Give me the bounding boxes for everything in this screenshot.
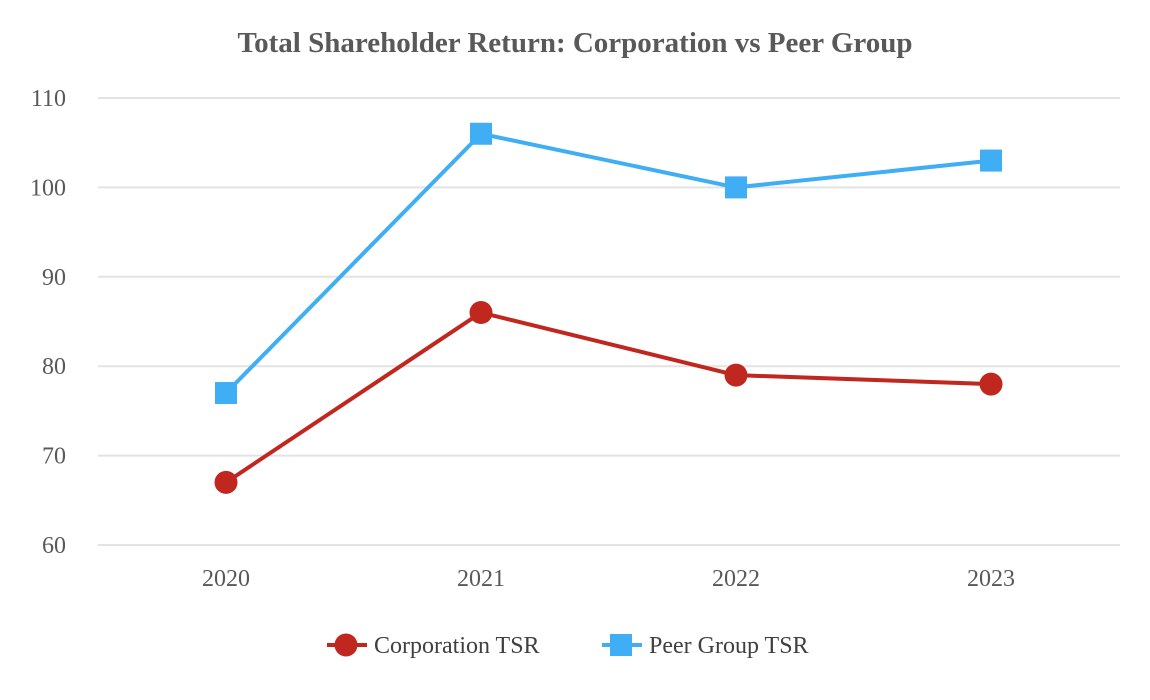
- legend: Corporation TSR Peer Group TSR: [327, 633, 809, 659]
- data-point-square-marker: [980, 149, 1002, 172]
- y-tick-label: 90: [42, 265, 66, 291]
- legend-entry: Peer Group TSR: [602, 633, 809, 659]
- series-group: [214, 122, 1003, 494]
- data-point-circle-marker: [469, 301, 493, 325]
- data-point-circle-marker: [214, 470, 238, 494]
- legend-label: Peer Group TSR: [649, 633, 809, 659]
- series-line-peer-group-tsr: [224, 131, 992, 395]
- series-corporation-tsr: [214, 301, 1003, 494]
- y-tick-label: 60: [42, 533, 66, 559]
- data-point-circle-marker: [724, 363, 748, 387]
- y-tick-label: 100: [30, 175, 66, 201]
- legend-circle-marker: [334, 633, 358, 657]
- legend-entry: Corporation TSR: [327, 633, 540, 659]
- series-line-corporation-tsr: [224, 310, 992, 485]
- data-point-square-marker: [725, 176, 747, 199]
- legend-label: Corporation TSR: [374, 633, 540, 659]
- x-tick-label: 2020: [202, 566, 250, 592]
- legend-square-marker: [610, 634, 632, 656]
- y-tick-label: 70: [42, 444, 66, 470]
- x-tick-label: 2021: [457, 566, 505, 592]
- y-axis-tick-labels: 60 70 80 90 100 110: [30, 86, 66, 559]
- y-tick-label: 80: [42, 354, 66, 380]
- data-point-square-marker: [215, 382, 237, 405]
- series-peer-group-tsr: [215, 122, 1002, 405]
- chart-title: Total Shareholder Return: Corporation vs…: [237, 27, 912, 59]
- x-tick-label: 2023: [967, 566, 1015, 592]
- x-tick-label: 2022: [712, 566, 760, 592]
- y-tick-label: 110: [31, 86, 66, 112]
- x-axis-tick-labels: 2020 2021 2022 2023: [202, 566, 1015, 592]
- data-point-circle-marker: [979, 372, 1003, 396]
- data-point-square-marker: [470, 122, 492, 145]
